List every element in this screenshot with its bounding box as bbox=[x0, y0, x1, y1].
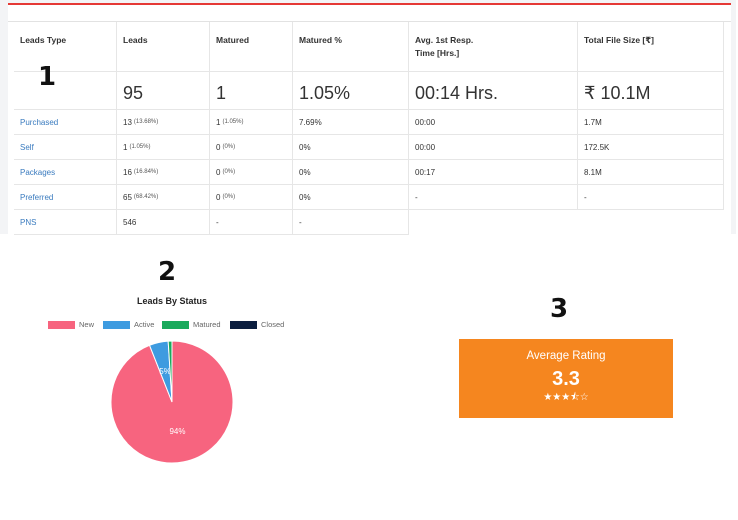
table-cell-matured-pct: - bbox=[293, 210, 409, 235]
cell-value: - bbox=[216, 217, 219, 227]
totals-type-cell bbox=[14, 72, 117, 110]
cell-percent: (0%) bbox=[222, 144, 236, 150]
table-cell-matured-pct: 7.69% bbox=[293, 110, 409, 135]
cell-value: 1 bbox=[216, 117, 221, 127]
leads-summary-panel: Leads Type Leads Matured Matured % Avg. … bbox=[0, 0, 736, 236]
card-header-strip bbox=[8, 5, 731, 22]
legend-label: Matured bbox=[193, 320, 221, 329]
total-file-size: ₹ 10.1M bbox=[578, 72, 724, 110]
pie-slice-matured[interactable] bbox=[167, 340, 173, 403]
leads-type-link[interactable]: PNS bbox=[14, 210, 117, 235]
cell-value: 13 bbox=[123, 117, 132, 127]
header-file-size: Total File Size [₹] bbox=[578, 22, 724, 72]
leads-type-link[interactable]: Preferred bbox=[14, 185, 117, 210]
table-cell-matured-pct: 0% bbox=[293, 135, 409, 160]
marker-one: 1 bbox=[38, 62, 57, 92]
table-cell-leads: 1 (1.05%) bbox=[117, 135, 210, 160]
table-cell-file-size: 172.5K bbox=[578, 135, 724, 160]
header-matured: Matured bbox=[210, 22, 293, 72]
rating-label: Average Rating bbox=[526, 350, 606, 362]
cell-percent: (0%) bbox=[222, 169, 236, 175]
pie-slice-label: 94% bbox=[169, 427, 185, 436]
leads-type-link[interactable]: Packages bbox=[14, 160, 117, 185]
chart-title: Leads By Status bbox=[136, 296, 208, 306]
table-cell-leads: 13 (13.68%) bbox=[117, 110, 210, 135]
table-cell-file-size: 1.7M bbox=[578, 110, 724, 135]
cell-value: 546 bbox=[123, 217, 137, 227]
header-avg-response-line1: Avg. 1st Resp. bbox=[415, 35, 474, 45]
average-rating-card: Average Rating 3.3 ★★★⯪☆ bbox=[459, 339, 673, 418]
legend-swatch bbox=[230, 320, 257, 329]
table-cell-matured: 1 (1.05%) bbox=[210, 110, 293, 135]
table-cell-file-size: 8.1M bbox=[578, 160, 724, 185]
cell-value: 65 bbox=[123, 192, 132, 202]
table-cell-avg-response: 00:17 bbox=[409, 160, 578, 185]
marker-three: 3 bbox=[550, 294, 569, 324]
table-cell-leads: 65 (68.42%) bbox=[117, 185, 210, 210]
cell-percent: (68.42%) bbox=[133, 194, 159, 200]
legend-label: Closed bbox=[261, 320, 285, 329]
table-cell-matured: 0 (0%) bbox=[210, 185, 293, 210]
leads-type-link[interactable]: Purchased bbox=[14, 110, 117, 135]
cell-value: 0 bbox=[216, 167, 221, 177]
legend-label: New bbox=[79, 320, 95, 329]
table-cell-avg-response: 00:00 bbox=[409, 135, 578, 160]
pie-slice-label: 5% bbox=[159, 367, 171, 376]
total-matured-pct: 1.05% bbox=[293, 72, 409, 110]
legend-swatch bbox=[162, 320, 189, 329]
leads-status-pie-chart: 94% 5% bbox=[110, 340, 234, 464]
rating-stars-icon: ★★★⯪☆ bbox=[543, 392, 589, 403]
cell-value: 1 bbox=[123, 142, 128, 152]
table-cell-leads: 546 bbox=[117, 210, 210, 235]
table-cell-matured: - bbox=[210, 210, 293, 235]
cell-percent: (13.68%) bbox=[133, 119, 159, 125]
cell-percent: (0%) bbox=[222, 194, 236, 200]
legend-item-closed[interactable]: Closed bbox=[230, 320, 284, 329]
header-matured-pct: Matured % bbox=[293, 22, 409, 72]
rating-value: 3.3 bbox=[552, 368, 580, 390]
total-avg-response: 00:14 Hrs. bbox=[409, 72, 578, 110]
table-cell-avg-response: 00:00 bbox=[409, 110, 578, 135]
header-avg-response: Avg. 1st Resp. Time [Hrs.] bbox=[409, 22, 578, 72]
cell-value: 0 bbox=[216, 192, 221, 202]
legend-item-new[interactable]: New bbox=[48, 320, 94, 329]
cell-value: 16 bbox=[123, 167, 132, 177]
table-cell-matured: 0 (0%) bbox=[210, 135, 293, 160]
cell-value: 0 bbox=[216, 142, 221, 152]
cell-percent: (1.05%) bbox=[129, 144, 151, 150]
total-leads: 95 bbox=[117, 72, 210, 110]
table-cell-leads: 16 (16.84%) bbox=[117, 160, 210, 185]
header-leads: Leads bbox=[117, 22, 210, 72]
table-cell-matured-pct: 0% bbox=[293, 185, 409, 210]
leads-table-card: Leads Type Leads Matured Matured % Avg. … bbox=[8, 3, 731, 236]
table-cell-file-size: - bbox=[578, 185, 724, 210]
table-cell-avg-response: - bbox=[409, 185, 578, 210]
header-avg-response-line2: Time [Hrs.] bbox=[415, 48, 460, 58]
legend-swatch bbox=[103, 320, 130, 329]
marker-two: 2 bbox=[158, 257, 177, 287]
legend-item-active[interactable]: Active bbox=[103, 320, 154, 329]
legend-swatch bbox=[48, 320, 75, 329]
legend-label: Active bbox=[134, 320, 155, 329]
table-cell-matured: 0 (0%) bbox=[210, 160, 293, 185]
cell-percent: (1.05%) bbox=[222, 119, 244, 125]
total-matured: 1 bbox=[210, 72, 293, 110]
leads-type-link[interactable]: Self bbox=[14, 135, 117, 160]
table-cell-matured-pct: 0% bbox=[293, 160, 409, 185]
legend-item-matured[interactable]: Matured bbox=[162, 320, 221, 329]
cell-percent: (16.84%) bbox=[133, 169, 159, 175]
header-leads-type: Leads Type bbox=[14, 22, 117, 72]
